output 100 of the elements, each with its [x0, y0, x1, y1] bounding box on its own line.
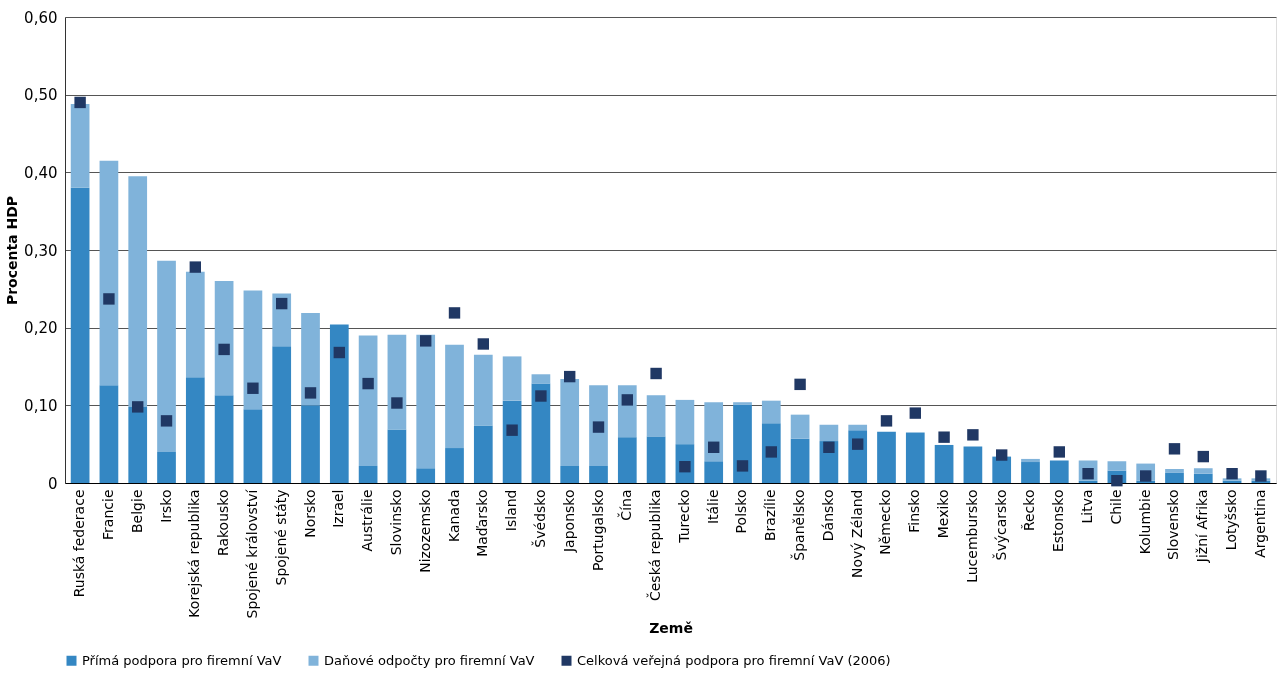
- x-tick-label: Polsko: [733, 489, 750, 534]
- point: [333, 346, 346, 359]
- bar: [272, 346, 292, 483]
- bar: [502, 356, 522, 401]
- bar: [560, 378, 580, 466]
- point: [650, 367, 662, 380]
- bar: [70, 103, 90, 188]
- bar: [128, 406, 148, 483]
- y-tick-label: 0,30: [24, 241, 58, 260]
- bar: [243, 409, 263, 483]
- point: [564, 370, 576, 383]
- x-tick-label: Irsko: [157, 489, 174, 523]
- x-tick-label: Chile: [1107, 489, 1124, 525]
- y-tick-label: 0,50: [24, 86, 58, 105]
- bar: [963, 446, 983, 483]
- bar: [675, 399, 695, 445]
- bar: [445, 448, 464, 483]
- point: [909, 407, 921, 419]
- x-tick-label: Litva: [1079, 489, 1096, 524]
- bar: [214, 395, 234, 483]
- legend-label: Přímá podpora pro firemní VaV: [82, 652, 282, 668]
- x-tick-label: Izrael: [330, 489, 347, 528]
- point: [304, 387, 317, 399]
- bar: [128, 176, 148, 407]
- bar: [502, 400, 522, 483]
- bar: [531, 374, 551, 384]
- x-tick-label: Argentina: [1251, 489, 1268, 558]
- point: [247, 382, 259, 394]
- point: [995, 449, 1008, 461]
- x-tick-label: Španělsko: [790, 489, 808, 561]
- x-tick-label: Slovensko: [1165, 489, 1182, 561]
- bar: [185, 271, 205, 378]
- point: [794, 378, 806, 391]
- x-tick-label: Řecko: [1021, 489, 1038, 532]
- bar: [704, 461, 724, 483]
- point: [506, 424, 518, 436]
- point: [391, 397, 403, 409]
- point: [938, 431, 950, 443]
- x-tick-label: Portugalsko: [589, 489, 606, 571]
- bar: [157, 451, 176, 483]
- bar: [301, 312, 320, 406]
- bar: [1107, 461, 1127, 471]
- x-tick-label: Jižní Afrika: [1194, 489, 1211, 564]
- point: [1197, 450, 1209, 463]
- bar: [185, 377, 205, 483]
- x-tick-label: Slovinsko: [387, 489, 404, 556]
- bar: [1021, 462, 1040, 483]
- bar: [416, 334, 436, 469]
- bar: [877, 431, 896, 483]
- point: [362, 377, 374, 390]
- y-tick-label: 0,10: [24, 396, 58, 415]
- bar: [473, 354, 493, 426]
- y-tick-label: 0,40: [24, 163, 58, 182]
- bar: [70, 187, 90, 483]
- y-axis-title: Procenta HDP: [4, 195, 21, 306]
- x-tick-label: Finsko: [906, 489, 923, 533]
- bar: [416, 468, 436, 483]
- legend-label: Daňové odpočty pro firemní VaV: [324, 652, 535, 668]
- bar: [733, 404, 752, 483]
- x-tick-label: Lotyšsko: [1223, 489, 1240, 551]
- bar: [589, 465, 608, 483]
- point: [535, 390, 547, 402]
- bar: [1165, 469, 1184, 473]
- x-tick-label: Kolumbie: [1136, 489, 1153, 555]
- x-tick-label: Norsko: [301, 489, 318, 538]
- bar: [560, 465, 580, 483]
- x-axis-title: Země: [649, 620, 693, 637]
- x-tick-label: Česká republika: [646, 489, 664, 602]
- x-tick-label: Švýcarsko: [991, 489, 1009, 561]
- bar: [214, 281, 234, 396]
- x-tick-label: Německo: [877, 489, 894, 555]
- x-tick-label: Rakousko: [215, 489, 232, 557]
- bar: [99, 385, 119, 483]
- point: [967, 429, 979, 441]
- x-tick-label: Čína: [617, 489, 635, 521]
- x-tick-label: Maďarsko: [474, 489, 491, 557]
- x-tick-label: Dánsko: [819, 489, 836, 542]
- bar: [790, 438, 810, 483]
- point: [765, 446, 777, 458]
- bar: [329, 324, 349, 483]
- point: [736, 460, 749, 472]
- point: [1226, 467, 1238, 480]
- bar: [358, 465, 378, 483]
- point: [708, 441, 720, 453]
- point: [477, 338, 490, 350]
- x-tick-label: Spojené království: [243, 488, 260, 619]
- bar: [761, 400, 781, 424]
- bar: [1049, 460, 1069, 483]
- point: [1111, 474, 1123, 487]
- bar: [99, 160, 119, 386]
- point: [851, 438, 864, 450]
- bar: [848, 424, 868, 431]
- x-tick-label: Belgie: [128, 489, 145, 533]
- point: [420, 335, 432, 347]
- bar: [646, 395, 666, 437]
- bar: [445, 344, 464, 449]
- bar: [934, 444, 954, 483]
- y-tick-label: 0,20: [24, 319, 58, 338]
- x-tick-label: Island: [503, 489, 520, 532]
- bar: [301, 405, 320, 483]
